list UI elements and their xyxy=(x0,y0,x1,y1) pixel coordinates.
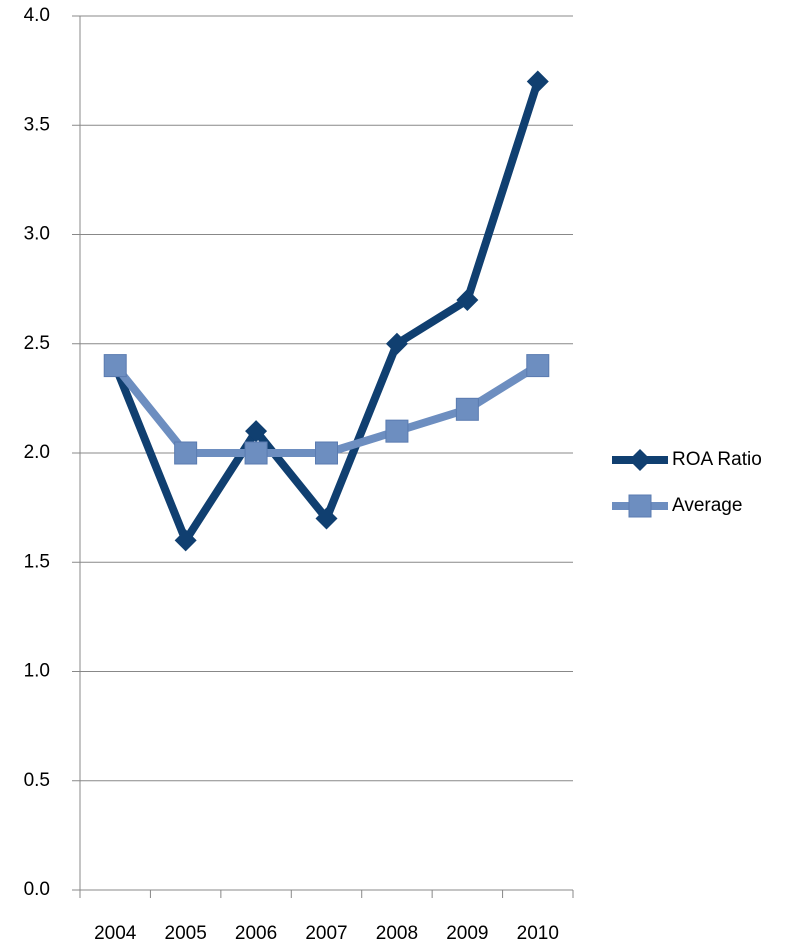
y-tick-label: 0.0 xyxy=(24,879,50,900)
legend-marker xyxy=(629,449,651,471)
y-tick-label: 1.0 xyxy=(24,661,50,682)
y-tick-label: 3.5 xyxy=(24,114,50,135)
data-point xyxy=(455,397,479,421)
y-tick-label: 2.5 xyxy=(24,333,50,354)
data-point xyxy=(315,441,338,465)
data-point xyxy=(244,441,268,465)
data-point xyxy=(315,507,338,530)
x-tick-label: 2009 xyxy=(446,923,488,944)
x-tick-label: 2007 xyxy=(305,923,347,944)
data-point xyxy=(174,529,197,552)
data-point xyxy=(174,441,198,465)
y-tick-label: 2.0 xyxy=(24,442,50,463)
x-tick-label: 2006 xyxy=(235,923,277,944)
y-tick-label: 4.0 xyxy=(24,5,50,26)
data-point xyxy=(245,420,268,443)
x-tick-label: 2004 xyxy=(94,923,137,944)
data-point xyxy=(456,289,479,312)
x-tick-label: 2010 xyxy=(517,923,559,944)
x-tick-label: 2008 xyxy=(376,923,418,944)
x-tick-label: 2005 xyxy=(165,923,207,944)
data-point xyxy=(526,70,549,93)
series-line xyxy=(111,80,542,545)
y-tick-label: 1.5 xyxy=(24,551,50,572)
data-point xyxy=(385,419,409,443)
legend-label: Average xyxy=(672,495,742,516)
data-point xyxy=(103,354,127,378)
y-tick-label: 3.0 xyxy=(24,224,50,245)
data-point xyxy=(526,354,550,378)
legend-label: ROA Ratio xyxy=(672,449,762,470)
data-point xyxy=(385,332,408,355)
y-tick-label: 0.5 xyxy=(24,770,50,791)
legend-marker xyxy=(628,494,652,518)
